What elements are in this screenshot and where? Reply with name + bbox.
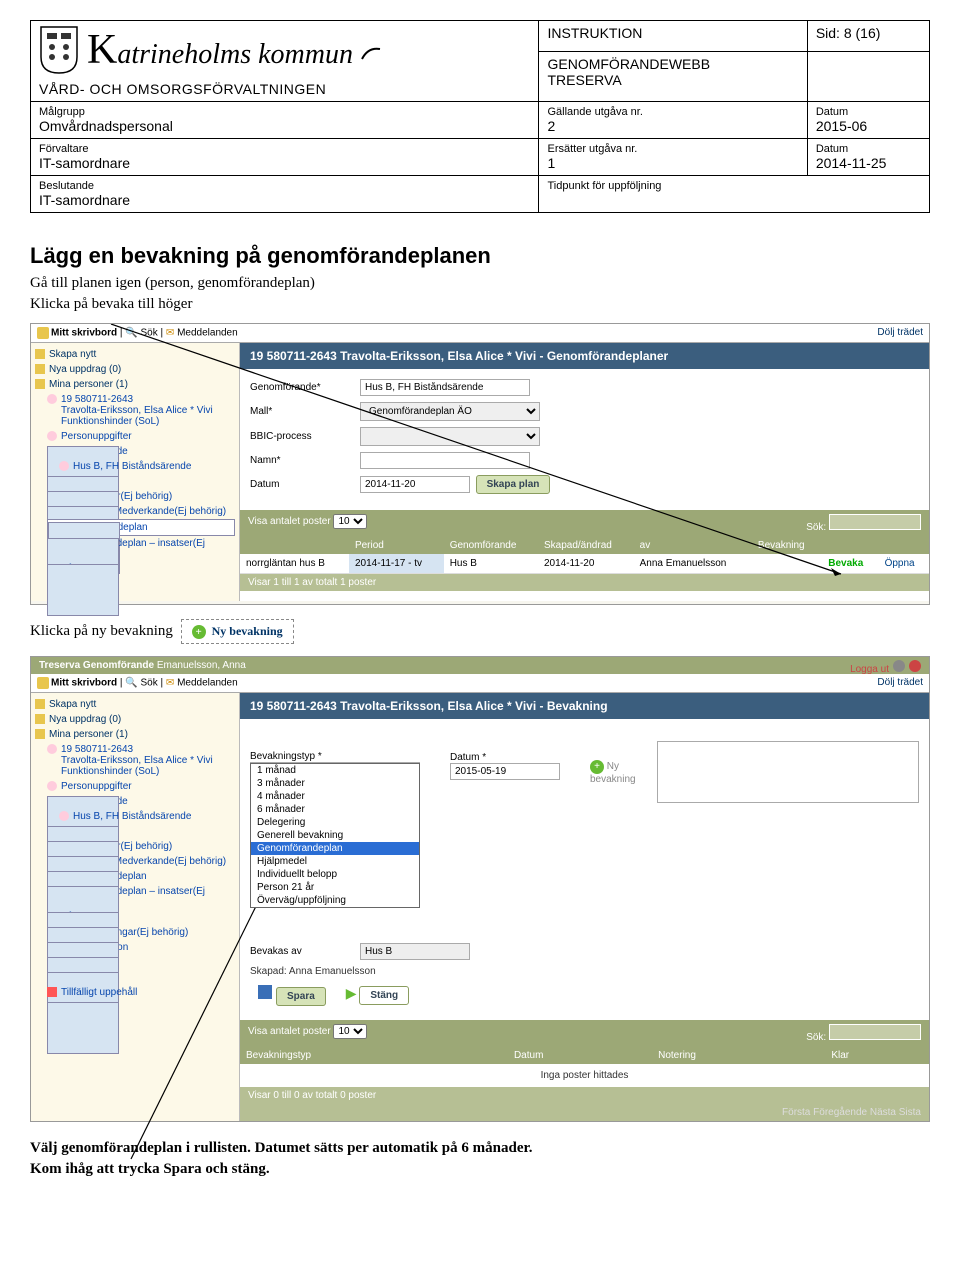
sid: Sid: 8 (16) — [816, 25, 881, 41]
tree-item[interactable]: Personuppgifter — [61, 431, 132, 442]
btn-spara[interactable]: Spara — [276, 987, 326, 1006]
skapad-text: Skapad: Anna Emanuelsson — [250, 966, 919, 977]
tree-item[interactable]: Hus B, FH Biståndsärende — [73, 461, 191, 472]
tree-item[interactable]: Tillfälligt uppehåll — [61, 987, 137, 998]
tree-panel: Skapa nytt Nya uppdrag (0) Mina personer… — [31, 343, 240, 601]
subtitle2: TRESERVA — [547, 72, 798, 88]
bevaka-link[interactable]: Bevaka — [828, 558, 863, 569]
dolj-link[interactable]: Dölj trädet — [877, 677, 923, 688]
input-genomforande[interactable] — [360, 379, 530, 396]
sok-input2[interactable] — [829, 1024, 921, 1040]
logga-ut[interactable]: Logga ut — [850, 664, 889, 675]
tab-skrivbord[interactable]: Mitt skrivbord — [51, 678, 117, 689]
sok-input[interactable] — [829, 514, 921, 530]
btn-skapa[interactable]: Skapa plan — [476, 475, 551, 494]
oppna-link[interactable]: Öppna — [885, 558, 915, 569]
select-bbic[interactable] — [360, 427, 540, 446]
tree-mina[interactable]: Mina personer (1) — [49, 729, 128, 740]
bottom1: Välj genomförandeplan i rullisten. Datum… — [30, 1140, 533, 1156]
ny-bevakning-button[interactable]: +Ny bevakning — [181, 619, 294, 644]
tree-panel-2: Skapa nytt Nya uppdrag (0) Mina personer… — [31, 693, 240, 1121]
screenshot-2: Treserva Genomförande Emanuelsson, Anna … — [30, 656, 930, 1122]
tree-item[interactable]: Personuppgifter — [61, 781, 132, 792]
mid-text: Klicka på ny bevakning — [30, 623, 173, 639]
input-datum[interactable] — [360, 476, 470, 493]
tab-medd[interactable]: Meddelanden — [177, 678, 238, 689]
tree-item[interactable]: Hus B, FH Biståndsärende — [73, 811, 191, 822]
intro1: Gå till planen igen (person, genomförand… — [30, 275, 930, 292]
tree-skapa[interactable]: Skapa nytt — [49, 699, 96, 710]
tab-sok[interactable]: Sök — [141, 328, 158, 339]
btn-stang[interactable]: Stäng — [359, 986, 409, 1005]
org-k: K — [87, 27, 117, 73]
tree-person[interactable]: 19 580711-2643 Travolta-Eriksson, Elsa A… — [61, 394, 213, 427]
dropdown-options[interactable]: 1 månad3 månader4 månader6 månaderDelege… — [250, 763, 420, 908]
select-mall[interactable]: Genomförandeplan ÄO — [360, 402, 540, 421]
tab-medd[interactable]: Meddelanden — [177, 328, 238, 339]
tree-mina[interactable]: Mina personer (1) — [49, 379, 128, 390]
tree-nya[interactable]: Nya uppdrag (0) — [49, 714, 121, 725]
panel-title: 19 580711-2643 Travolta-Eriksson, Elsa A… — [240, 343, 929, 369]
textarea-notes[interactable] — [657, 741, 919, 803]
input-datum2[interactable] — [450, 763, 560, 780]
screenshot-1: Mitt skrivbord | 🔍 Sök | ✉ Meddelanden D… — [30, 323, 930, 605]
tree-person[interactable]: 19 580711-2643 Travolta-Eriksson, Elsa A… — [61, 744, 213, 777]
tree-nya[interactable]: Nya uppdrag (0) — [49, 364, 121, 375]
doc-type: INSTRUKTION — [547, 25, 642, 41]
section-title: Lägg en bevakning på genomförandeplanen — [30, 243, 930, 269]
pager[interactable]: Första Föregående Nästa Sista — [240, 1104, 929, 1121]
header-table: Katrineholms kommun VÅRD- OCH OMSORGSFÖR… — [30, 20, 930, 213]
input-namn[interactable] — [360, 452, 530, 469]
tree-skapa[interactable]: Skapa nytt — [49, 349, 96, 360]
subtitle1: GENOMFÖRANDEWEBB — [547, 56, 798, 72]
panel-title-2: 19 580711-2643 Travolta-Eriksson, Elsa A… — [240, 693, 929, 719]
org-rest: atrineholms kommun — [117, 39, 353, 70]
intro2: Klicka på bevaka till höger — [30, 296, 930, 313]
table-row[interactable]: norrgläntan hus B2014-11-17 - tvHus B201… — [240, 554, 929, 574]
dolj-link[interactable]: Dölj trädet — [877, 327, 923, 338]
tab-sok[interactable]: Sök — [141, 678, 158, 689]
bottom2: Kom ihåg att trycka Spara och stäng. — [30, 1161, 270, 1177]
dept: VÅRD- OCH OMSORGSFÖRVALTNINGEN — [39, 81, 530, 97]
logo-shield — [39, 25, 79, 75]
tab-skrivbord[interactable]: Mitt skrivbord — [51, 328, 117, 339]
input-bevakas — [360, 943, 470, 960]
